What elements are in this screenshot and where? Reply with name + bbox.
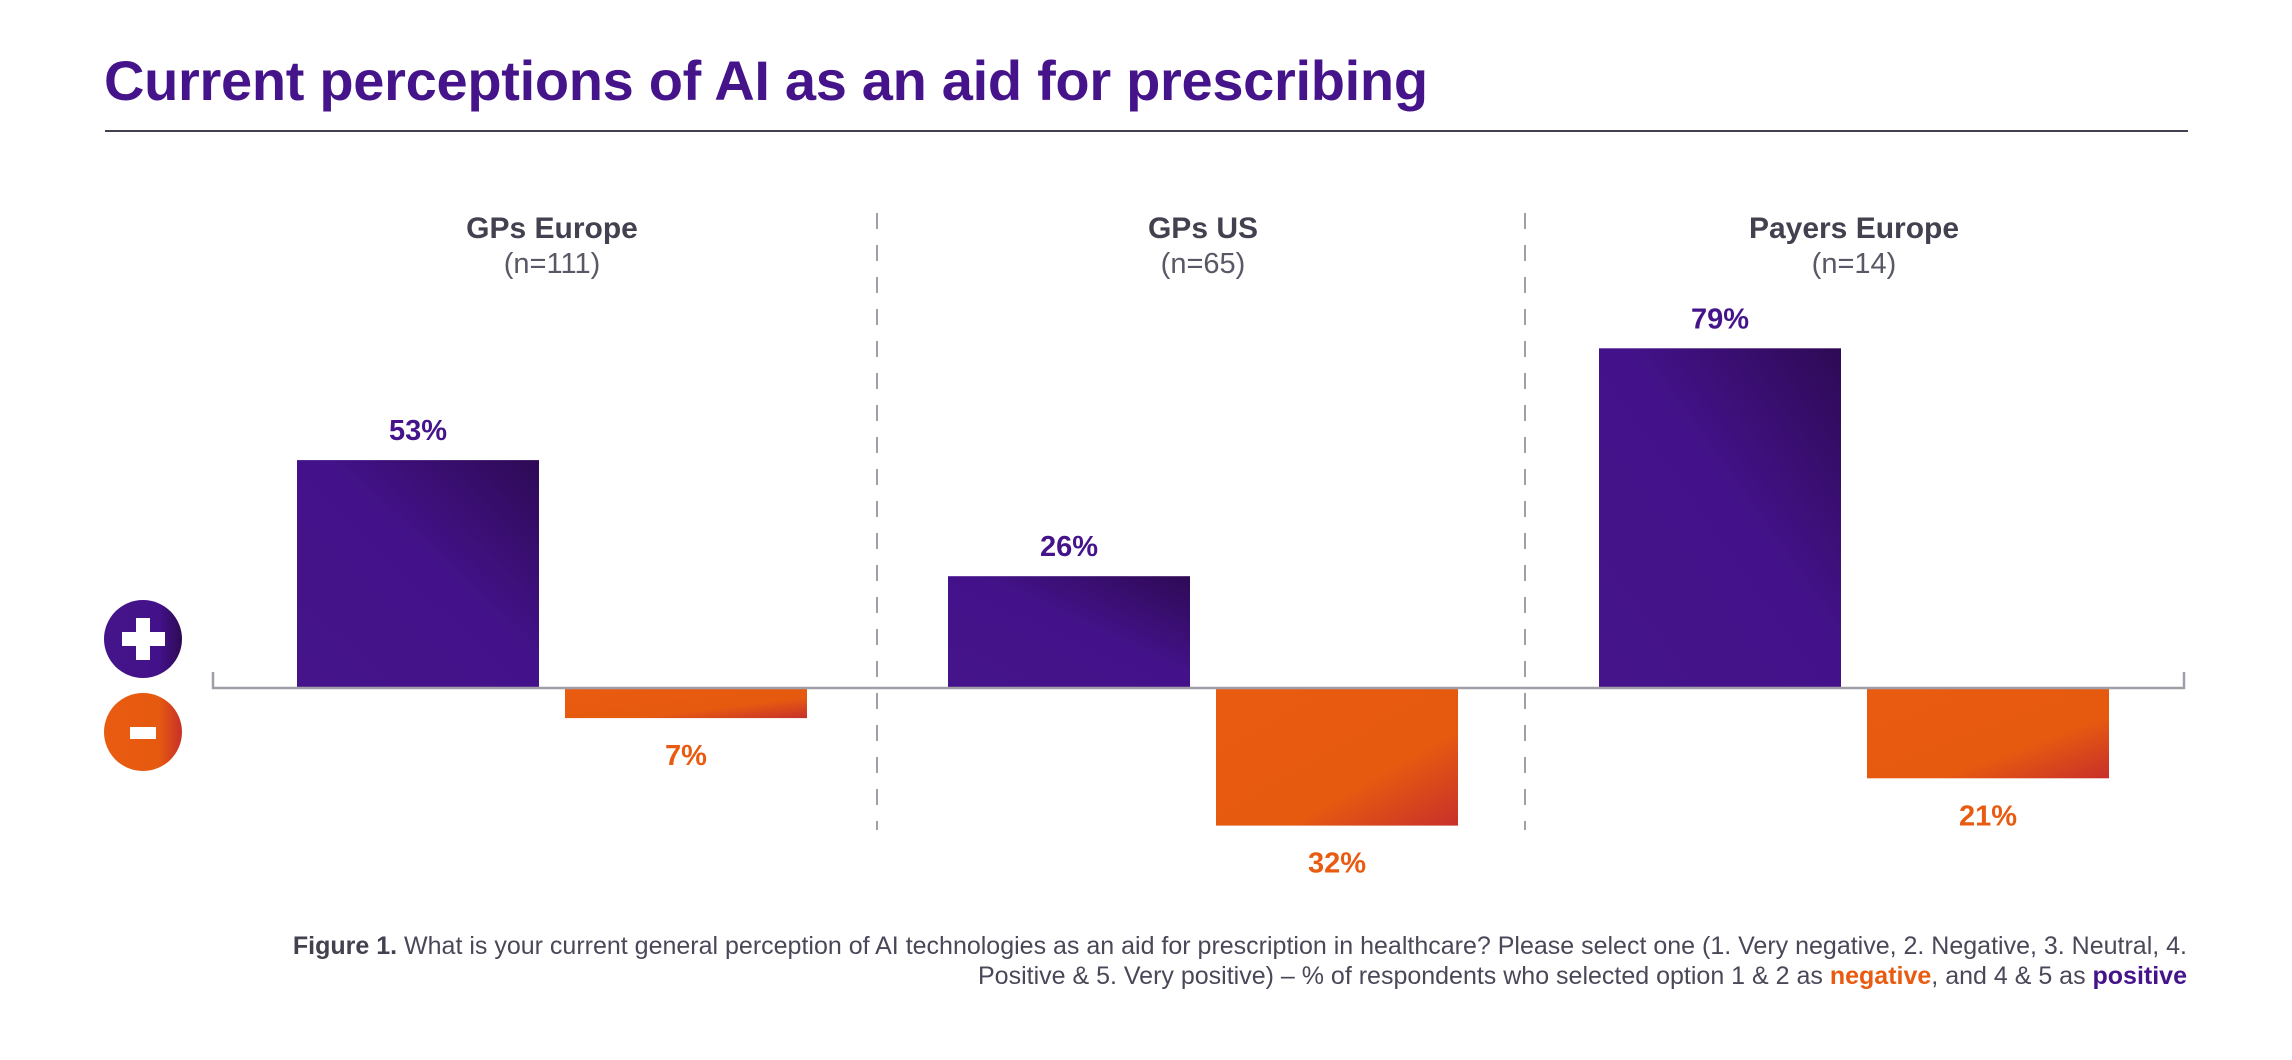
- bar-negative: [565, 688, 807, 719]
- title-divider: [105, 130, 2188, 132]
- group-title: GPs Europe: [466, 212, 638, 245]
- group-title: Payers Europe: [1749, 212, 1959, 245]
- group-sample-size: (n=65): [1161, 248, 1246, 280]
- caption-question: What is your current general perception …: [397, 932, 2187, 960]
- bar-negative: [1216, 688, 1458, 826]
- caption-line-1: Figure 1. What is your current general p…: [87, 931, 2187, 961]
- figure-label: Figure 1.: [292, 932, 398, 960]
- bar-positive: [297, 460, 539, 688]
- minus-icon: [104, 693, 182, 771]
- caption-text: , and 4 & 5 as: [1931, 962, 2093, 990]
- caption-positive-word: positive: [2092, 962, 2187, 990]
- caption-line-2: Positive & 5. Very positive) – % of resp…: [87, 961, 2187, 991]
- bar-negative: [1867, 688, 2109, 779]
- value-label-positive: 53%: [389, 415, 447, 447]
- value-label-negative: 7%: [665, 740, 707, 772]
- zero-axis: [211, 672, 2186, 690]
- group-sample-size: (n=14): [1812, 248, 1897, 280]
- figure-caption: Figure 1. What is your current general p…: [87, 931, 2187, 991]
- value-label-negative: 32%: [1308, 848, 1366, 880]
- bar-positive: [948, 576, 1190, 688]
- group-sample-size: (n=111): [504, 248, 600, 280]
- caption-negative-word: negative: [1829, 962, 1932, 990]
- plus-icon: [104, 600, 182, 678]
- value-label-negative: 21%: [1959, 800, 2017, 832]
- caption-text: Positive & 5. Very positive) – % of resp…: [977, 962, 1830, 990]
- bar-positive: [1599, 348, 1841, 688]
- value-label-positive: 26%: [1040, 531, 1098, 563]
- group-title: GPs US: [1148, 212, 1258, 245]
- value-label-positive: 79%: [1691, 303, 1749, 335]
- page-title: Current perceptions of AI as an aid for …: [104, 49, 1428, 112]
